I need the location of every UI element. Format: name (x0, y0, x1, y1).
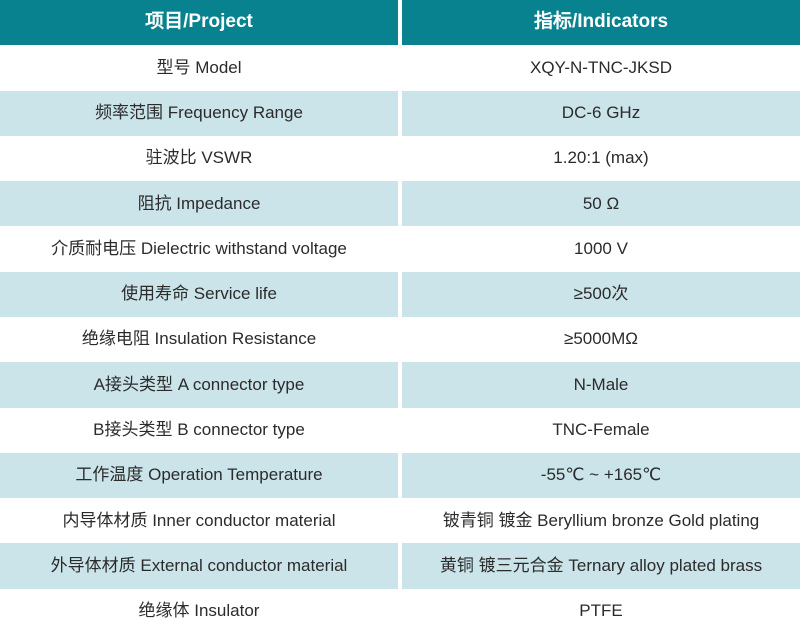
project-cell: 绝缘电阻 Insulation Resistance (0, 316, 398, 363)
indicator-cell: 1.20:1 (max) (402, 135, 800, 182)
indicator-cell: 黄铜 镀三元合金 Ternary alloy plated brass (402, 543, 800, 589)
project-cell: 外导体材质 External conductor material (0, 543, 398, 589)
table-row: 内导体材质 Inner conductor material 铍青铜 镀金 Be… (0, 498, 800, 544)
table-row: 驻波比 VSWR 1.20:1 (max) (0, 135, 800, 182)
indicator-cell: 1000 V (402, 226, 800, 272)
project-cell: 型号 Model (0, 45, 398, 91)
table-row: 绝缘体 Insulator PTFE (0, 588, 800, 634)
project-cell: A接头类型 A connector type (0, 362, 398, 408)
table-header-row: 项目/Project 指标/Indicators (0, 0, 800, 46)
project-cell: 驻波比 VSWR (0, 135, 398, 182)
indicator-cell: DC-6 GHz (402, 90, 800, 136)
project-cell: 绝缘体 Insulator (0, 588, 398, 634)
table-row: 频率范围 Frequency Range DC-6 GHz (0, 90, 800, 136)
indicator-cell: ≥500次 (402, 271, 800, 317)
indicator-cell: 50 Ω (402, 181, 800, 227)
table-row: 阻抗 Impedance 50 Ω (0, 181, 800, 227)
project-cell: B接头类型 B connector type (0, 407, 398, 453)
project-cell: 使用寿命 Service life (0, 271, 398, 317)
table-row: 使用寿命 Service life ≥500次 (0, 271, 800, 317)
project-cell: 阻抗 Impedance (0, 181, 398, 227)
project-cell: 内导体材质 Inner conductor material (0, 498, 398, 544)
table-row: 介质耐电压 Dielectric withstand voltage 1000 … (0, 226, 800, 272)
indicator-cell: TNC-Female (402, 407, 800, 453)
indicator-cell: ≥5000MΩ (402, 316, 800, 363)
table-row: 绝缘电阻 Insulation Resistance ≥5000MΩ (0, 316, 800, 363)
project-cell: 频率范围 Frequency Range (0, 90, 398, 136)
header-cell-project: 项目/Project (0, 0, 398, 46)
table-row: 型号 Model XQY-N-TNC-JKSD (0, 45, 800, 91)
table-row: 外导体材质 External conductor material 黄铜 镀三元… (0, 543, 800, 589)
indicator-cell: XQY-N-TNC-JKSD (402, 45, 800, 91)
indicator-cell: -55℃ ~ +165℃ (402, 452, 800, 499)
project-cell: 介质耐电压 Dielectric withstand voltage (0, 226, 398, 272)
indicator-cell: 铍青铜 镀金 Beryllium bronze Gold plating (402, 498, 800, 544)
header-cell-indicators: 指标/Indicators (402, 0, 800, 46)
table-row: B接头类型 B connector type TNC-Female (0, 407, 800, 453)
indicator-cell: N-Male (402, 362, 800, 408)
indicator-cell: PTFE (402, 588, 800, 634)
table-row: 工作温度 Operation Temperature -55℃ ~ +165℃ (0, 452, 800, 499)
table-row: A接头类型 A connector type N-Male (0, 362, 800, 408)
project-cell: 工作温度 Operation Temperature (0, 452, 398, 499)
